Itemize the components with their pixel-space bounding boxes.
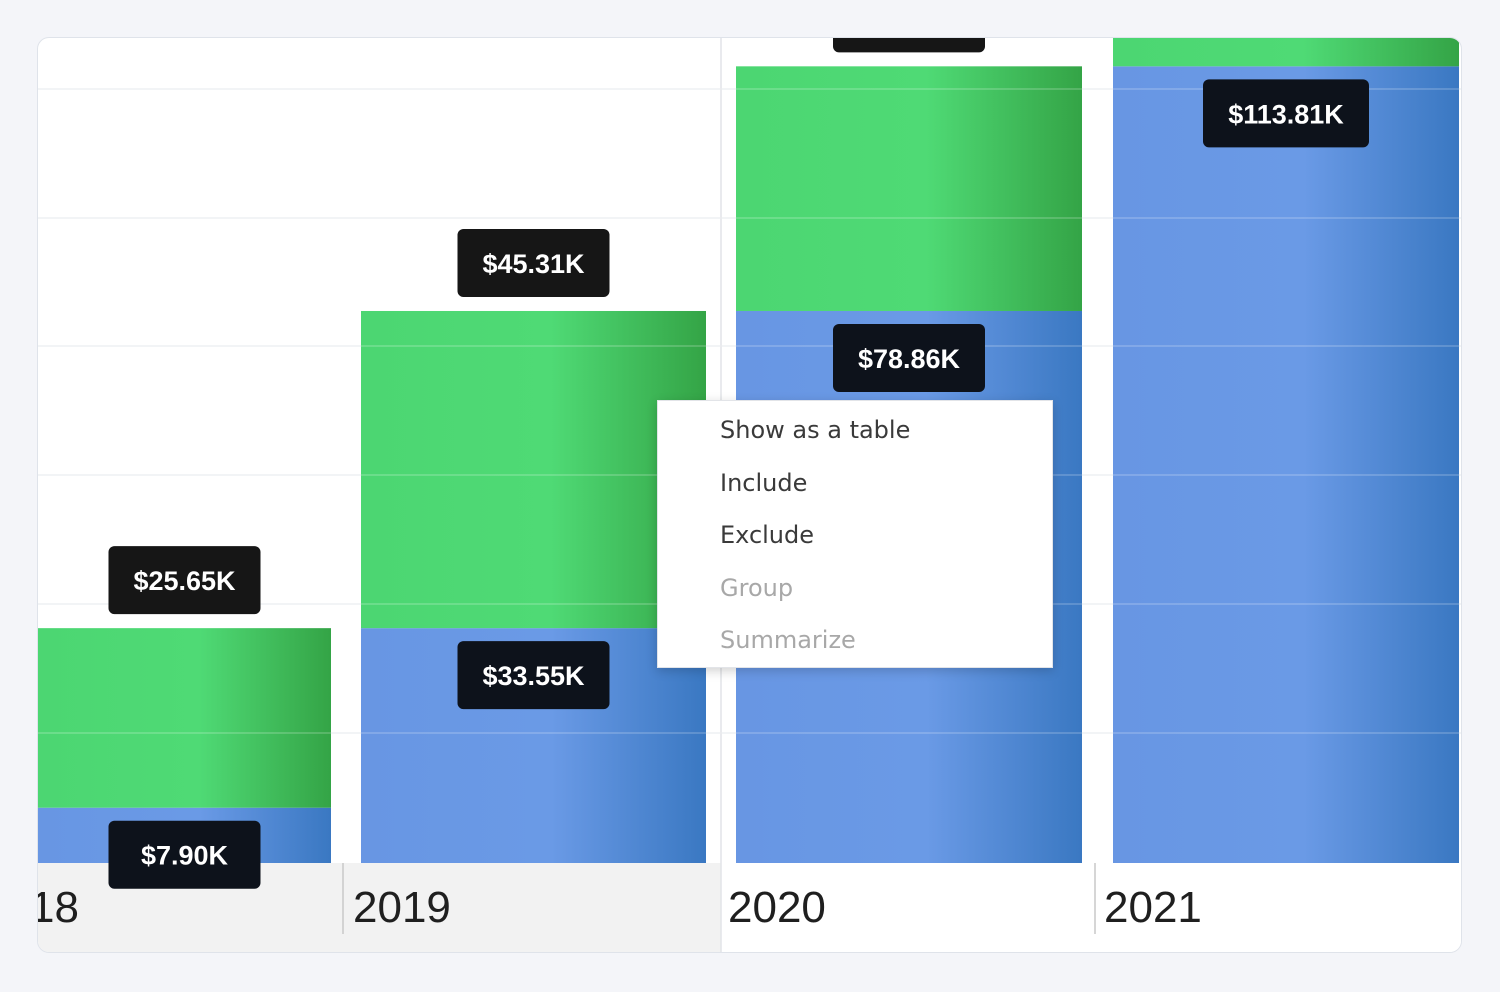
data-label-2021-series-0: $113.81K xyxy=(1203,79,1369,148)
data-label-box xyxy=(833,323,985,392)
menu-item-show-as-table[interactable]: Show as a table xyxy=(720,416,911,444)
menu-item-exclude[interactable]: Exclude xyxy=(720,521,815,549)
bar-2021-series-1[interactable] xyxy=(1113,38,1459,67)
data-label-2019-series-1: $45.31K xyxy=(457,228,610,297)
data-label-text: $113.81K xyxy=(1228,99,1344,129)
bar-2021-series-0[interactable] xyxy=(1113,66,1459,863)
x-tick-label-2021: 2021 xyxy=(1104,883,1202,932)
data-label-text: $7.90K xyxy=(141,841,229,871)
context-menu: Show as a table Include Exclude Group Su… xyxy=(657,400,1053,668)
data-label-2018-series-0: $7.90K xyxy=(108,820,261,889)
x-tick-label-2020: 2020 xyxy=(728,883,826,932)
data-label-text: $25.65K xyxy=(133,566,236,596)
menu-item-summarize: Summarize xyxy=(720,626,856,654)
data-label-2020-series-1: $34.95K xyxy=(833,38,985,53)
data-label-2020-series-0: $78.86K xyxy=(833,323,985,392)
x-tick-label-2018: 18 xyxy=(38,883,79,932)
x-axis-band xyxy=(1095,863,1461,952)
data-label-box xyxy=(1203,79,1369,148)
menu-item-include[interactable]: Include xyxy=(720,468,808,497)
menu-item-group: Group xyxy=(720,573,794,602)
stacked-bar-chart[interactable]: $7.90K $25.65K $33.55K $45.31K $78.86K $34.95… xyxy=(38,38,1462,953)
data-label-box xyxy=(457,641,610,710)
data-label-box xyxy=(457,228,610,297)
bar-2019-series-1[interactable] xyxy=(361,310,706,629)
data-label-box xyxy=(108,820,261,889)
data-label-box xyxy=(833,38,985,53)
data-label-text: $78.86K xyxy=(858,344,961,374)
x-tick-label-2019: 2019 xyxy=(353,883,451,932)
data-label-2018-series-1: $25.65K xyxy=(108,546,261,615)
data-label-text: $33.55K xyxy=(482,661,585,691)
data-label-text: $45.31K xyxy=(482,249,585,279)
chart-card: $7.90K $25.65K $33.55K $45.31K $78.86K $34.95… xyxy=(37,37,1462,953)
bar-2020-series-1[interactable] xyxy=(736,66,1082,311)
bar-2018-series-1[interactable] xyxy=(38,628,331,808)
data-label-2019-series-0: $33.55K xyxy=(457,641,610,710)
x-axis-band xyxy=(343,863,721,952)
data-label-box xyxy=(108,546,261,615)
x-axis-band xyxy=(721,863,1095,952)
